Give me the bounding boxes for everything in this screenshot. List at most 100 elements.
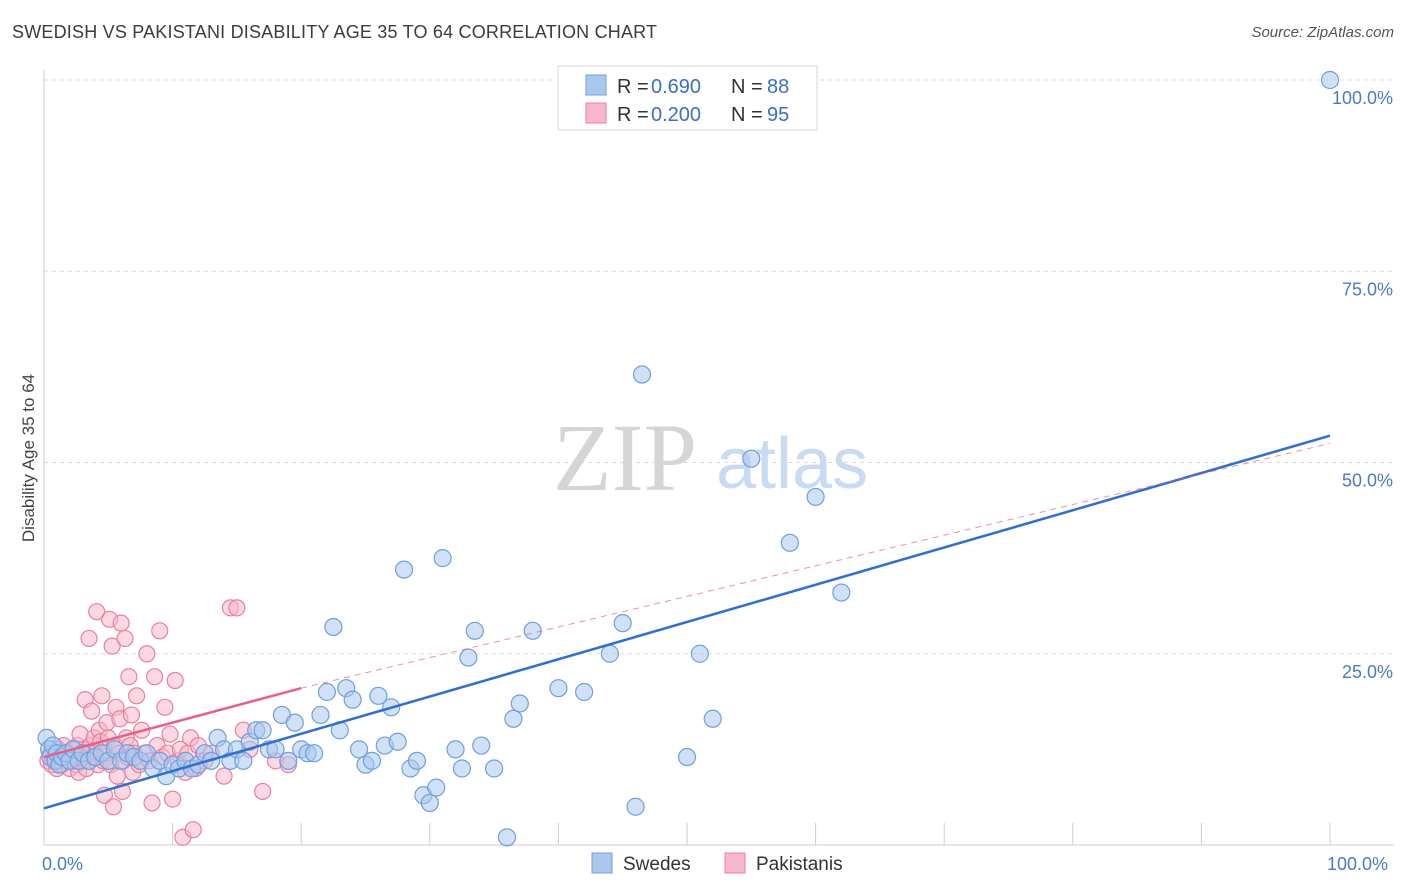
legend-r-value-pakistanis: 0.200 xyxy=(651,104,701,126)
grid-lines xyxy=(44,79,1394,655)
scatter-point xyxy=(362,751,382,770)
x-ticks xyxy=(43,823,1331,845)
legend-n-label-swedes: N = xyxy=(731,76,763,98)
scatter-point xyxy=(420,793,439,813)
scatter-point xyxy=(143,794,161,812)
scatter-point xyxy=(164,790,182,808)
scatter-point xyxy=(80,629,98,648)
x-tick-label-max: 100.0% xyxy=(1327,854,1388,874)
correlation-legend: R = 0.690 N = 88 R = 0.200 N = 95 xyxy=(557,65,818,131)
scatter-point xyxy=(575,682,594,702)
y-tick-labels: 25.0% 50.0% 75.0% 100.0% xyxy=(1332,88,1393,682)
scatter-point xyxy=(703,709,722,728)
scatter-point xyxy=(151,622,169,640)
bottom-legend-swatch-swedes xyxy=(591,852,613,874)
scatter-point xyxy=(369,686,388,705)
legend-n-value-swedes: 88 xyxy=(767,76,789,98)
scatter-point xyxy=(166,671,184,690)
scatter-point xyxy=(433,549,452,568)
scatter-point xyxy=(832,583,851,602)
swedes-points xyxy=(37,70,1340,847)
scatter-point xyxy=(1320,70,1340,90)
scatter-point xyxy=(112,614,130,632)
y-tick-label: 25.0% xyxy=(1342,662,1393,682)
scatter-point xyxy=(138,645,156,663)
scatter-point xyxy=(806,487,825,507)
scatter-point xyxy=(104,798,123,816)
scatter-point xyxy=(304,744,324,763)
x-tick-label-min: 0.0% xyxy=(42,854,83,874)
y-tick-label: 100.0% xyxy=(1332,88,1393,108)
scatter-point xyxy=(279,751,298,770)
legend-n-label-pakistanis: N = xyxy=(731,104,763,126)
scatter-point xyxy=(523,621,542,640)
legend-r-label-swedes: R = xyxy=(617,76,649,98)
scatter-point xyxy=(108,767,126,785)
scatter-point xyxy=(311,705,330,725)
scatter-point xyxy=(343,690,362,709)
scatter-point xyxy=(427,778,446,797)
bottom-legend-swedes: Swedes xyxy=(623,854,691,875)
scatter-point xyxy=(613,614,632,633)
scatter-point xyxy=(459,648,478,667)
scatter-point xyxy=(626,797,645,816)
watermark-atlas: atlas xyxy=(716,424,868,504)
scatter-point xyxy=(120,668,138,686)
scatter-point xyxy=(690,644,709,663)
chart-title: SWEDISH VS PAKISTANI DISABILITY AGE 35 T… xyxy=(12,22,658,42)
scatter-point xyxy=(497,828,517,847)
scatter-point xyxy=(122,706,141,724)
legend-swatch-pakistanis xyxy=(585,102,607,124)
bottom-legend-pakistanis: Pakistanis xyxy=(756,854,843,875)
scatter-point xyxy=(504,709,523,728)
scatter-point xyxy=(228,599,246,617)
scatter-point xyxy=(161,725,179,743)
scatter-point xyxy=(215,767,233,785)
scatter-point xyxy=(184,821,202,839)
trendline-pakistanis-extension xyxy=(301,442,1331,689)
scatter-point xyxy=(472,736,491,755)
trendline-swedes xyxy=(43,434,1331,810)
bottom-legend-swatch-pakistanis xyxy=(724,852,746,874)
watermark-zip: ZIP xyxy=(553,404,697,511)
scatter-point xyxy=(452,759,472,778)
scatter-point xyxy=(324,617,343,637)
watermark: ZIP atlas xyxy=(553,404,868,511)
scatter-point xyxy=(742,449,761,468)
scatter-point xyxy=(780,533,799,552)
scatter-point xyxy=(93,687,111,705)
scatter-point xyxy=(465,621,484,640)
scatter-point xyxy=(632,365,652,384)
scatter-point xyxy=(145,668,164,686)
scatter-point xyxy=(549,679,568,698)
scatter-point xyxy=(127,687,146,705)
scatter-point xyxy=(600,644,619,663)
legend-n-value-pakistanis: 95 xyxy=(767,104,789,126)
scatter-point xyxy=(510,694,529,713)
scatter-point xyxy=(253,721,272,740)
axes xyxy=(43,70,1394,846)
series-legend: Swedes Pakistanis xyxy=(591,852,843,875)
trendline-pakistanis xyxy=(43,686,302,759)
scatter-point xyxy=(349,740,369,759)
y-tick-label: 50.0% xyxy=(1342,471,1393,491)
scatter-point xyxy=(116,629,134,648)
scatter-point xyxy=(82,702,101,720)
scatter-point xyxy=(234,751,253,770)
scatter-point xyxy=(407,751,427,770)
scatter-point xyxy=(254,782,272,801)
scatter-point xyxy=(285,713,304,732)
scatter-point xyxy=(156,698,174,716)
legend-swatch-swedes xyxy=(585,74,607,96)
scatter-point xyxy=(446,740,465,759)
scatter-point xyxy=(88,603,106,621)
legend-r-value-swedes: 0.690 xyxy=(651,76,701,98)
scatter-point xyxy=(677,747,697,767)
chart-source: Source: ZipAtlas.com xyxy=(1251,24,1394,41)
y-axis-label: Disability Age 35 to 64 xyxy=(19,374,38,542)
scatter-point xyxy=(103,637,121,655)
scatter-point xyxy=(394,560,414,579)
y-tick-label: 75.0% xyxy=(1342,279,1393,299)
legend-r-label-pakistanis: R = xyxy=(617,104,649,126)
